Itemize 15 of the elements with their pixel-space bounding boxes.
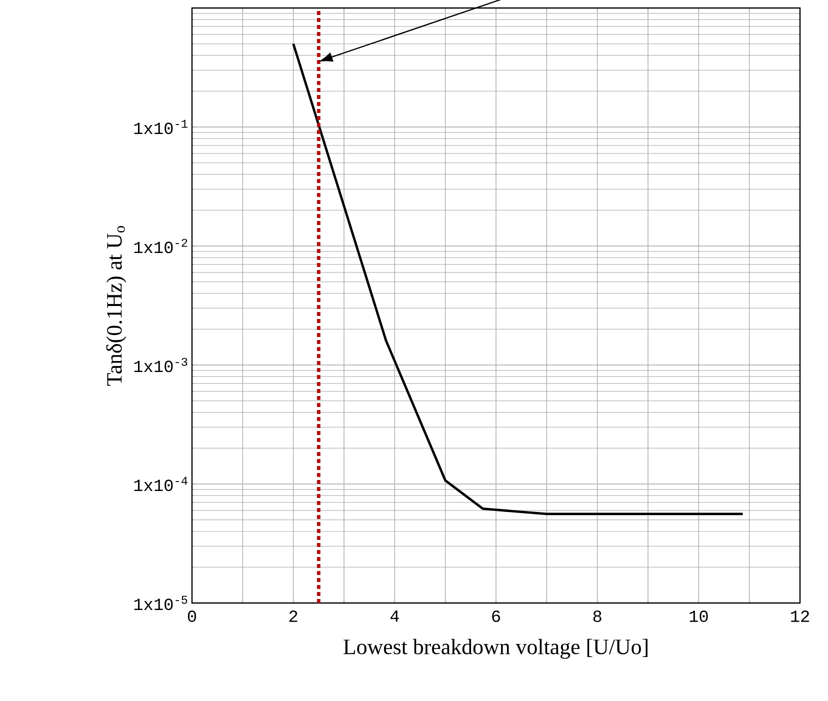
y-tick-label: 1x10$^{-5}$	[134, 596, 188, 610]
x-tick-label: 4	[390, 610, 399, 622]
x-axis-title: Lowest breakdown voltage [U/Uo]	[344, 638, 648, 659]
line-series	[292, 42, 744, 516]
x-tick-label: 6	[492, 610, 500, 622]
x-tick-label: 10	[690, 610, 708, 622]
x-tick-label: 12	[791, 610, 809, 622]
y-tick-label: 1x10$^{-4}$	[134, 476, 188, 492]
y-axis-title: Tanδ(0.1Hz) at U$_{o}$	[106, 226, 126, 386]
x-tick-label: 8	[593, 610, 602, 622]
x-tick-label: 0	[188, 610, 196, 622]
x-tick-label: 2	[289, 610, 298, 622]
y-tick-label: 1x10$^{-1}$	[134, 120, 188, 134]
y-tick-label: 1x10$^{-2}$	[134, 238, 188, 254]
y-tick-label: 1x10$^{-3}$	[134, 358, 188, 372]
